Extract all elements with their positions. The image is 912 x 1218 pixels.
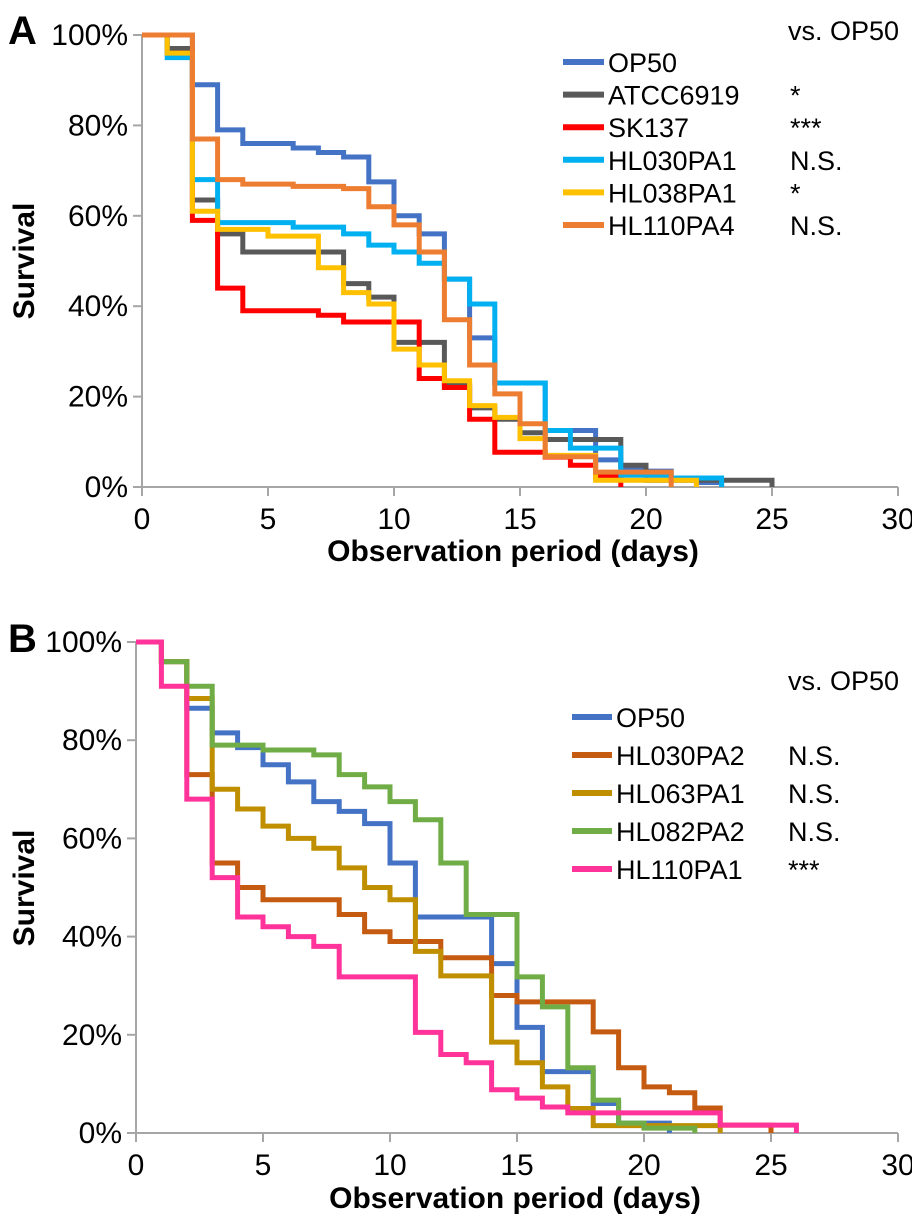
series-line-sk137 bbox=[142, 32, 624, 487]
legend-item-hl110pa1: HL110PA1 *** bbox=[572, 855, 820, 885]
y-tick-label: 80% bbox=[68, 109, 128, 142]
x-tick-label: 20 bbox=[627, 1149, 660, 1182]
legend-item-hl038pa1: HL038PA1 * bbox=[563, 178, 801, 208]
x-tick-label: 0 bbox=[134, 503, 151, 536]
x-tick-label: 30 bbox=[881, 503, 912, 536]
legend-label: HL110PA4 bbox=[608, 211, 735, 241]
x-tick-label: 20 bbox=[629, 503, 662, 536]
series-line-hl110pa4 bbox=[142, 32, 674, 487]
y-tick-label: 20% bbox=[62, 1019, 122, 1052]
legend-item-op50: OP50 bbox=[563, 48, 677, 78]
y-tick-label: 80% bbox=[62, 724, 122, 757]
x-tick-label: 5 bbox=[260, 503, 277, 536]
x-tick-label: 30 bbox=[881, 1149, 912, 1182]
legend-label: HL082PA2 bbox=[616, 817, 745, 847]
legend-item-op50: OP50 bbox=[572, 703, 685, 733]
legend-item-atcc6919: ATCC6919 * bbox=[563, 81, 801, 111]
y-tick-label: 0% bbox=[79, 1117, 122, 1150]
legend-label: SK137 bbox=[608, 113, 689, 143]
x-tick-label: 25 bbox=[754, 1149, 787, 1182]
x-tick-label: 10 bbox=[373, 1149, 406, 1182]
y-tick-label: 40% bbox=[62, 921, 122, 954]
series-line-hl082pa2 bbox=[136, 639, 698, 1133]
panel-a-letter: A bbox=[8, 9, 37, 53]
panel-b-y-axis-title: Survival bbox=[8, 830, 41, 947]
legend-item-sk137: SK137 *** bbox=[563, 113, 822, 143]
x-tick-label: 25 bbox=[755, 503, 788, 536]
panel-b-plot: 0 5 10 15 20 25 30 0% 20% 40% 60% 80% 100% OP50 HL030P… bbox=[45, 626, 912, 1182]
x-tick-label: 15 bbox=[503, 503, 536, 536]
legend-label: OP50 bbox=[608, 48, 677, 78]
significance-label: *** bbox=[788, 855, 820, 885]
y-tick-label: 40% bbox=[68, 290, 128, 323]
significance-label: * bbox=[790, 81, 801, 111]
panel-a-legend-header: vs. OP50 bbox=[788, 16, 899, 46]
legend-item-hl082pa2: HL082PA2 N.S. bbox=[572, 817, 841, 847]
panel-a-y-axis-title: Survival bbox=[8, 203, 41, 320]
y-tick-label: 60% bbox=[62, 822, 122, 855]
legend-item-hl030pa1: HL030PA1 N.S. bbox=[563, 146, 843, 176]
legend-item-hl110pa4: HL110PA4 N.S. bbox=[563, 211, 843, 241]
series-line-hl110pa1 bbox=[136, 639, 799, 1133]
x-tick-label: 0 bbox=[128, 1149, 145, 1182]
series-line-hl038pa1 bbox=[142, 32, 699, 487]
significance-label: N.S. bbox=[788, 817, 841, 847]
panel-b-x-axis-title: Observation period (days) bbox=[329, 1182, 701, 1215]
significance-label: *** bbox=[790, 113, 822, 143]
legend-label: HL110PA1 bbox=[616, 855, 743, 885]
legend-item-hl030pa2: HL030PA2 N.S. bbox=[572, 741, 841, 771]
y-tick-label: 60% bbox=[68, 200, 128, 233]
x-tick-label: 15 bbox=[500, 1149, 533, 1182]
legend-label: OP50 bbox=[616, 703, 685, 733]
x-tick-label: 10 bbox=[377, 503, 410, 536]
series-line-hl030pa1 bbox=[142, 32, 725, 487]
legend-item-hl063pa1: HL063PA1 N.S. bbox=[572, 779, 841, 809]
significance-label: N.S. bbox=[790, 211, 843, 241]
panel-b-legend-header: vs. OP50 bbox=[788, 666, 899, 696]
legend-label: HL038PA1 bbox=[608, 178, 737, 208]
series-line-hl063pa1 bbox=[136, 639, 723, 1133]
panel-a-x-axis-title: Observation period (days) bbox=[327, 535, 699, 568]
significance-label: * bbox=[790, 178, 801, 208]
panel-b-letter: B bbox=[8, 617, 37, 661]
y-tick-label: 0% bbox=[85, 471, 128, 504]
y-tick-label: 100% bbox=[51, 19, 128, 52]
y-tick-label: 100% bbox=[45, 626, 122, 659]
x-tick-label: 5 bbox=[255, 1149, 272, 1182]
significance-label: N.S. bbox=[788, 741, 841, 771]
legend-label: ATCC6919 bbox=[608, 81, 740, 111]
legend-label: HL030PA1 bbox=[608, 146, 737, 176]
panel-a-plot: 0 5 10 15 20 25 30 0% 20% 40% 60% 80% 100% OP50ATCC69… bbox=[51, 19, 912, 536]
y-tick-label: 20% bbox=[68, 381, 128, 414]
legend-label: HL063PA1 bbox=[616, 779, 745, 809]
legend-label: HL030PA2 bbox=[616, 741, 745, 771]
significance-label: N.S. bbox=[788, 779, 841, 809]
significance-label: N.S. bbox=[790, 146, 843, 176]
